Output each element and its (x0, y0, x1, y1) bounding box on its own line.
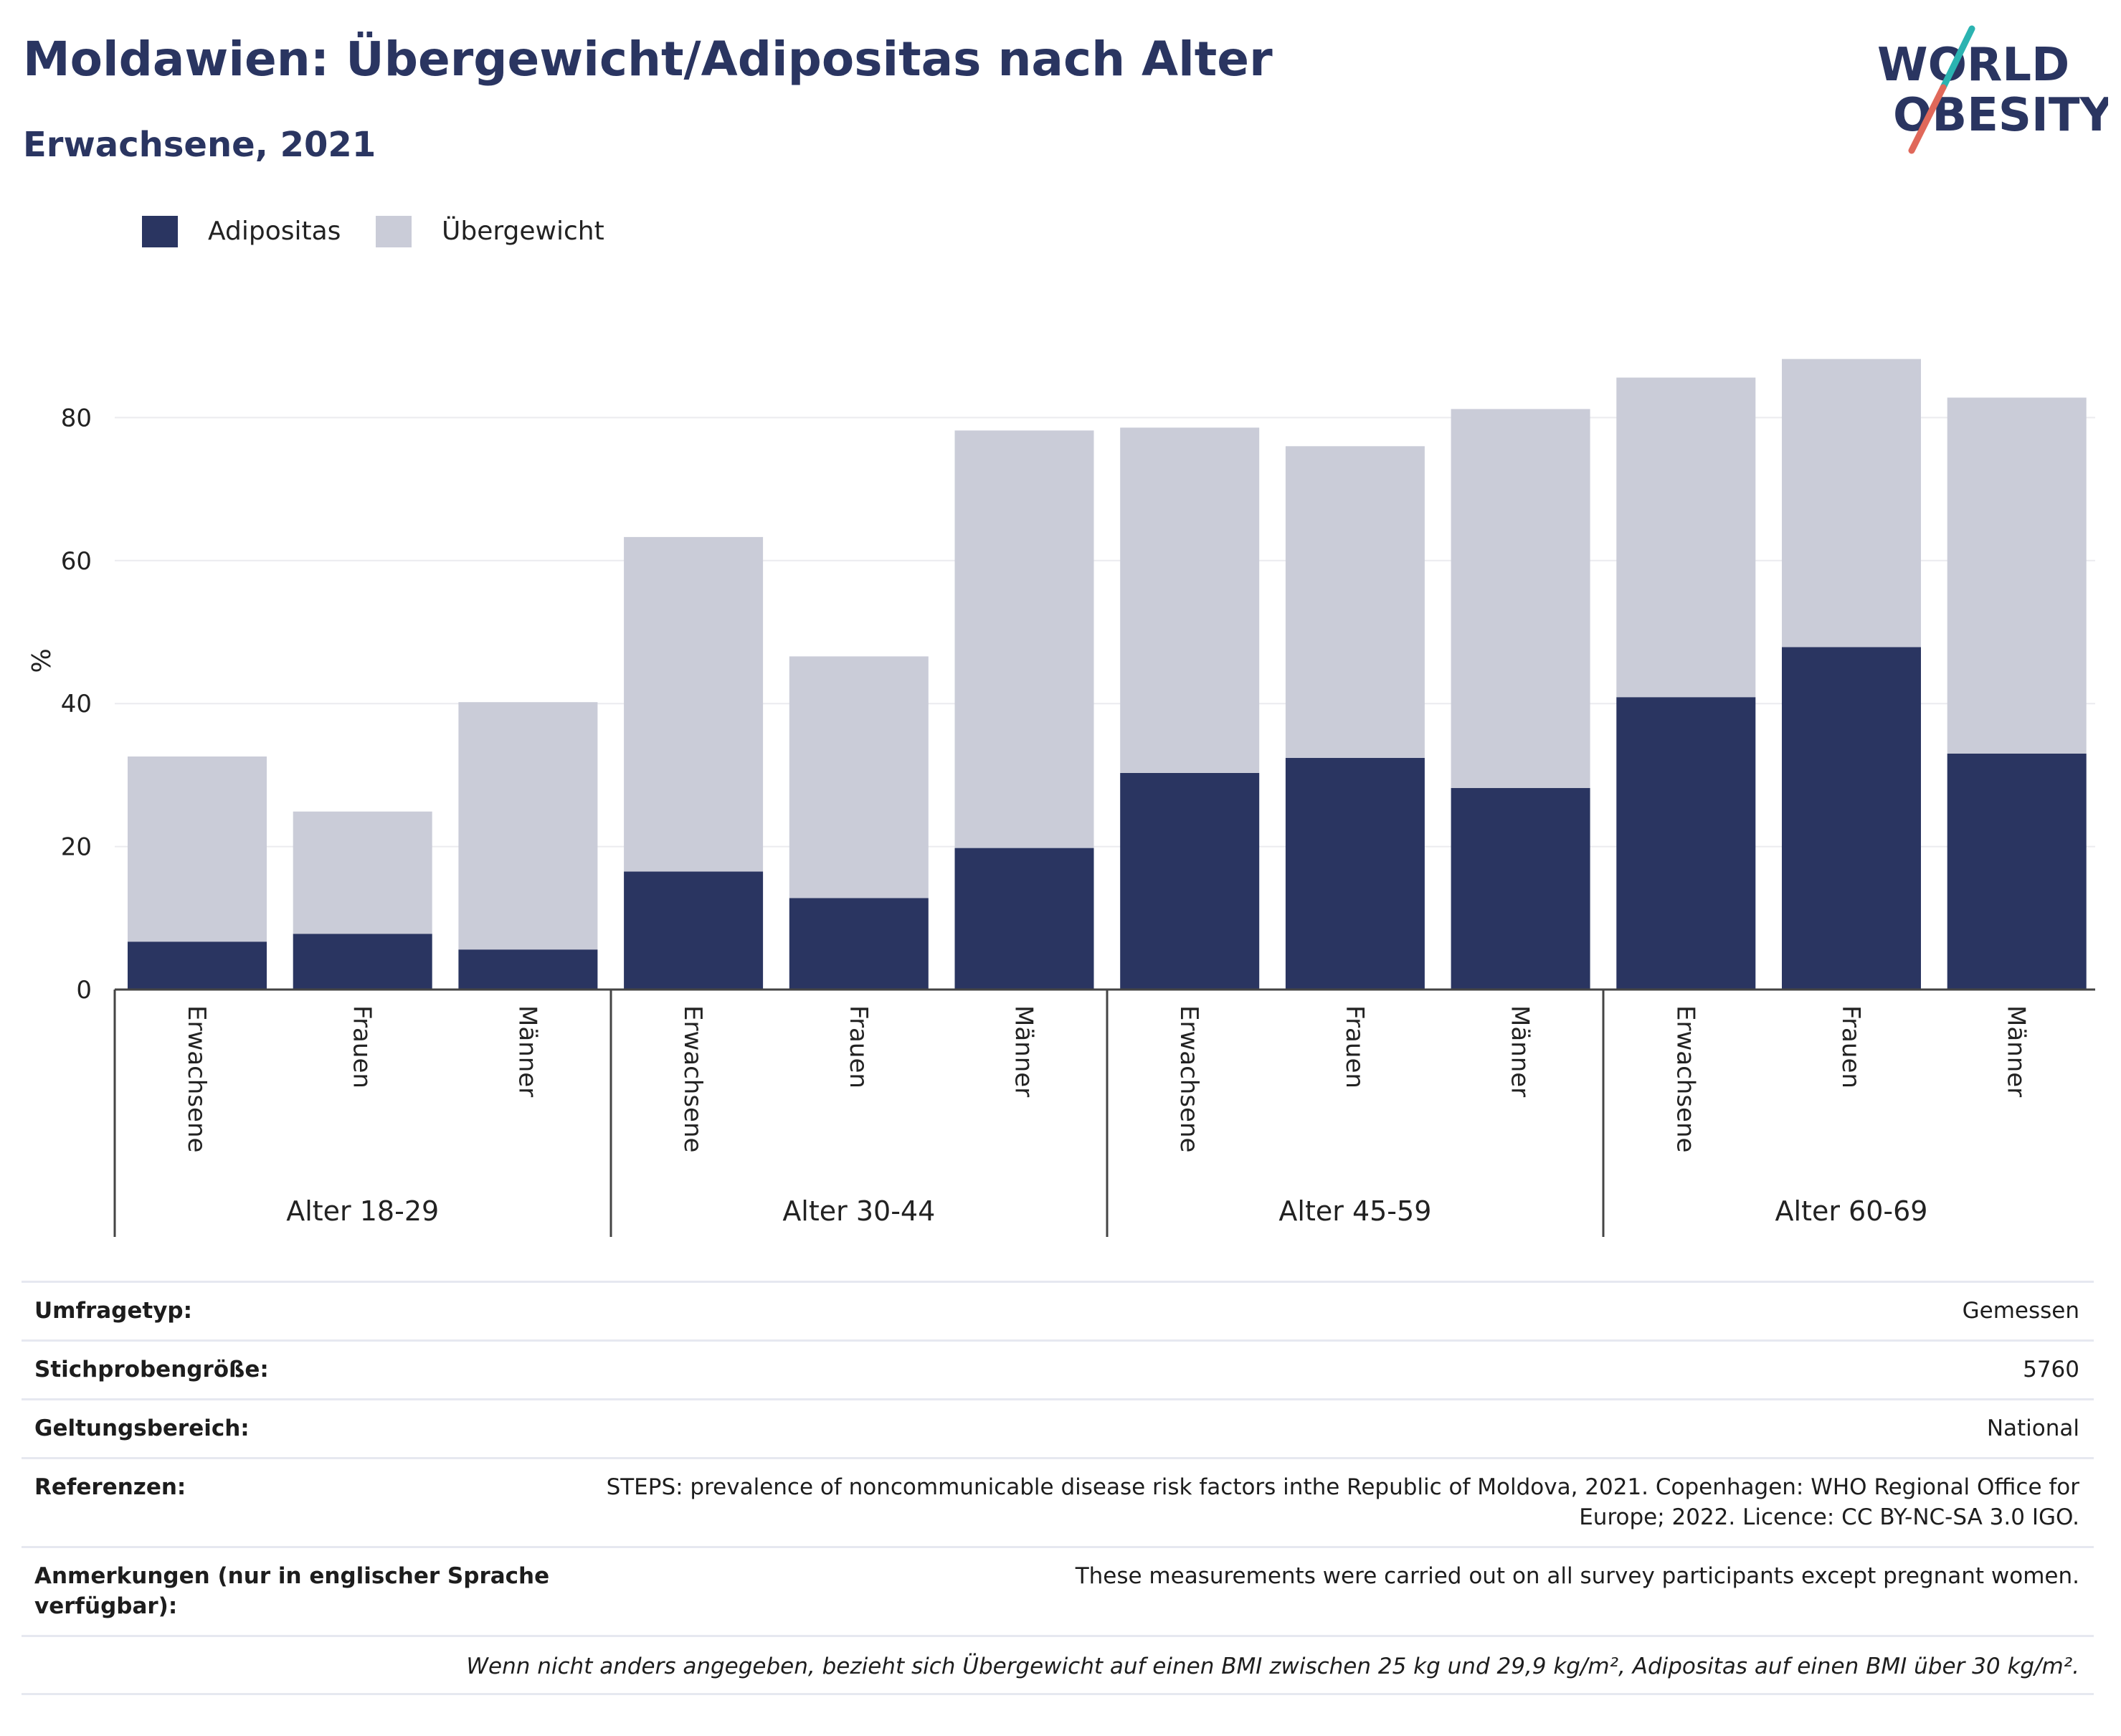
bar-overweight-2 (458, 702, 598, 950)
y-tick-label-60: 60 (61, 547, 92, 576)
x-tick-label-5: Männer (1010, 1005, 1038, 1097)
y-tick-label-40: 40 (61, 690, 92, 718)
info-row-sample-size: Stichprobengröße: 5760 (22, 1339, 2094, 1398)
bar-obesity-2 (458, 949, 598, 990)
bar-overweight-10 (1782, 359, 1921, 648)
y-tick-label-20: 20 (61, 833, 92, 862)
info-row-survey-type: Umfragetyp: Gemessen (22, 1281, 2094, 1339)
page-title: Moldawien: Übergewicht/Adipositas nach A… (23, 32, 1273, 87)
legend-swatch-overweight (376, 216, 412, 247)
y-tick-label-0: 0 (76, 976, 92, 1005)
x-tick-label-10: Frauen (1836, 1005, 1865, 1088)
info-row-coverage: Geltungsbereich: National (22, 1398, 2094, 1457)
group-label-1: Alter 30-44 (782, 1195, 935, 1227)
info-value-references-line1[interactable]: STEPS: prevalence of noncommunicable dis… (606, 1474, 2079, 1500)
x-tick-label-3: Erwachsene (678, 1005, 707, 1152)
group-label-2: Alter 45-59 (1278, 1195, 1431, 1227)
bar-obesity-1 (293, 934, 432, 990)
bar-overweight-7 (1285, 446, 1425, 758)
logo-slash-teal (1940, 25, 1975, 91)
legend-label-obesity: Adipositas (208, 217, 341, 246)
bar-overweight-9 (1616, 377, 1756, 698)
bar-overweight-4 (789, 656, 929, 898)
x-tick-label-8: Männer (1506, 1005, 1534, 1097)
bar-obesity-8 (1451, 787, 1590, 990)
info-label-coverage: Geltungsbereich: (34, 1415, 250, 1441)
logo-slash-red (1908, 84, 1947, 154)
stacked-bar-chart: 0 20 40 60 80% Erwachsene Frauen Männer Erwachse… (27, 359, 2095, 1237)
world-obesity-logo: WORLD OBESITY (1877, 25, 2108, 154)
group-label-0: Alter 18-29 (286, 1195, 439, 1227)
y-axis-label: % (27, 648, 57, 673)
y-tick-label-80: 80 (61, 404, 92, 432)
bar-overweight-6 (1120, 427, 1260, 773)
info-value-sample-size: 5760 (2023, 1357, 2079, 1382)
bar-obesity-9 (1616, 697, 1756, 990)
bar-obesity-10 (1782, 647, 1921, 990)
bar-obesity-6 (1120, 772, 1260, 990)
x-tick-label-11: Männer (2002, 1005, 2031, 1097)
bmi-footnote: Wenn nicht anders angegeben, bezieht sic… (466, 1654, 2079, 1679)
bar-obesity-0 (128, 941, 267, 990)
group-label-3: Alter 60-69 (1775, 1195, 1928, 1227)
bar-obesity-4 (789, 898, 929, 990)
page-subtitle: Erwachsene, 2021 (23, 125, 376, 165)
x-tick-label-2: Männer (513, 1005, 541, 1097)
info-value-coverage: National (1986, 1415, 2079, 1441)
info-value-survey-type: Gemessen (1962, 1298, 2079, 1324)
info-row-notes: Anmerkungen (nur in englischer Sprache v… (22, 1546, 2094, 1635)
bar-obesity-3 (624, 871, 764, 990)
info-label-references: Referenzen: (34, 1474, 186, 1500)
info-label-sample-size: Stichprobengröße: (34, 1357, 269, 1382)
x-tick-label-1: Frauen (348, 1005, 376, 1088)
bar-obesity-7 (1285, 757, 1425, 990)
legend-swatch-obesity (142, 216, 178, 247)
info-row-references: Referenzen: STEPS: prevalence of noncomm… (22, 1457, 2094, 1546)
x-tick-label-9: Erwachsene (1671, 1005, 1699, 1152)
bar-overweight-3 (624, 536, 764, 872)
x-tick-label-4: Frauen (844, 1005, 873, 1088)
x-tick-label-6: Erwachsene (1175, 1005, 1203, 1152)
info-value-notes: These measurements were carried out on a… (1075, 1563, 2079, 1589)
bar-overweight-1 (293, 811, 432, 934)
bar-overweight-0 (128, 756, 267, 942)
info-label-survey-type: Umfragetyp: (34, 1298, 192, 1324)
bar-overweight-11 (1947, 397, 2087, 754)
info-row-footnote: Wenn nicht anders angegeben, bezieht sic… (22, 1635, 2094, 1695)
bar-overweight-8 (1451, 409, 1590, 788)
bar-obesity-5 (954, 848, 1094, 990)
bar-obesity-11 (1947, 753, 2087, 990)
bar-overweight-5 (954, 430, 1094, 848)
info-label-notes-line2: verfügbar): (34, 1593, 178, 1619)
logo-text-obesity: OBESITY (1893, 89, 2108, 142)
info-table: Umfragetyp: Gemessen Stichprobengröße: 5… (22, 1281, 2094, 1695)
info-label-notes-line1: Anmerkungen (nur in englischer Sprache (34, 1563, 550, 1589)
x-tick-label-7: Frauen (1340, 1005, 1369, 1088)
logo-text-world: WORLD (1877, 39, 2069, 92)
info-value-references-line2[interactable]: Europe; 2022. Licence: CC BY-NC-SA 3.0 I… (1579, 1504, 2079, 1530)
x-tick-label-0: Erwachsene (182, 1005, 211, 1152)
legend-label-overweight: Übergewicht (442, 217, 604, 246)
